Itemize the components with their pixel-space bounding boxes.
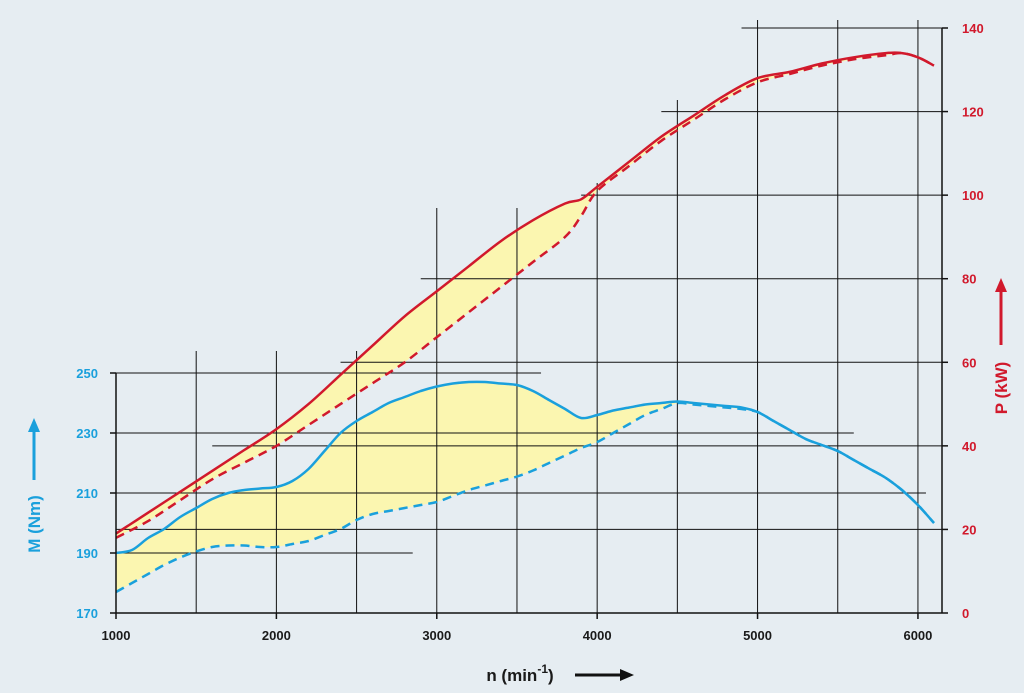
left-tick-label-170: 170: [76, 606, 98, 621]
power-gain-area: [116, 53, 934, 538]
right-tick-label-120: 120: [962, 105, 984, 120]
right-tick-label-40: 40: [962, 439, 976, 454]
left-tick-label-190: 190: [76, 546, 98, 561]
right-axis-arrow-head: [995, 278, 1007, 292]
x-axis-label-superscript: -1: [537, 662, 548, 676]
x-tick-label-5000: 5000: [743, 628, 772, 643]
x-tick-label-4000: 4000: [583, 628, 612, 643]
right-tick-label-100: 100: [962, 188, 984, 203]
left-tick-label-230: 230: [76, 426, 98, 441]
left-tick-label-250: 250: [76, 366, 98, 381]
right-axis-label: P (kW): [992, 362, 1011, 415]
axis-layer: [110, 27, 948, 619]
grid-layer: [116, 20, 942, 613]
right-tick-label-0: 0: [962, 606, 969, 621]
x-tick-label-1000: 1000: [102, 628, 131, 643]
power-series-solid: [115, 51, 935, 535]
x-axis-label: n (min-1): [486, 662, 553, 685]
x-tick-label-2000: 2000: [262, 628, 291, 643]
left-axis-arrow-head: [28, 418, 40, 432]
x-axis-arrow-head: [620, 669, 634, 681]
gain-area-layer: [116, 53, 934, 592]
right-tick-label-20: 20: [962, 522, 976, 537]
right-tick-label-140: 140: [962, 21, 984, 36]
left-axis-label: M (Nm): [25, 495, 44, 553]
power-series-dashed: [115, 51, 935, 539]
right-tick-label-80: 80: [962, 272, 976, 287]
torque-gain-area: [116, 382, 934, 592]
tick-label-layer: 1000 2000 3000 4000 5000 6000 170 190 210 230 250 0…: [76, 21, 983, 643]
left-tick-label-210: 210: [76, 486, 98, 501]
x-axis-label-suffix: ): [548, 666, 554, 685]
x-axis-label-main: n (min: [486, 666, 537, 685]
x-tick-label-6000: 6000: [903, 628, 932, 643]
right-tick-label-60: 60: [962, 355, 976, 370]
torque-series-solid: [115, 380, 935, 555]
curve-layer: [115, 51, 935, 594]
x-tick-label-3000: 3000: [422, 628, 451, 643]
